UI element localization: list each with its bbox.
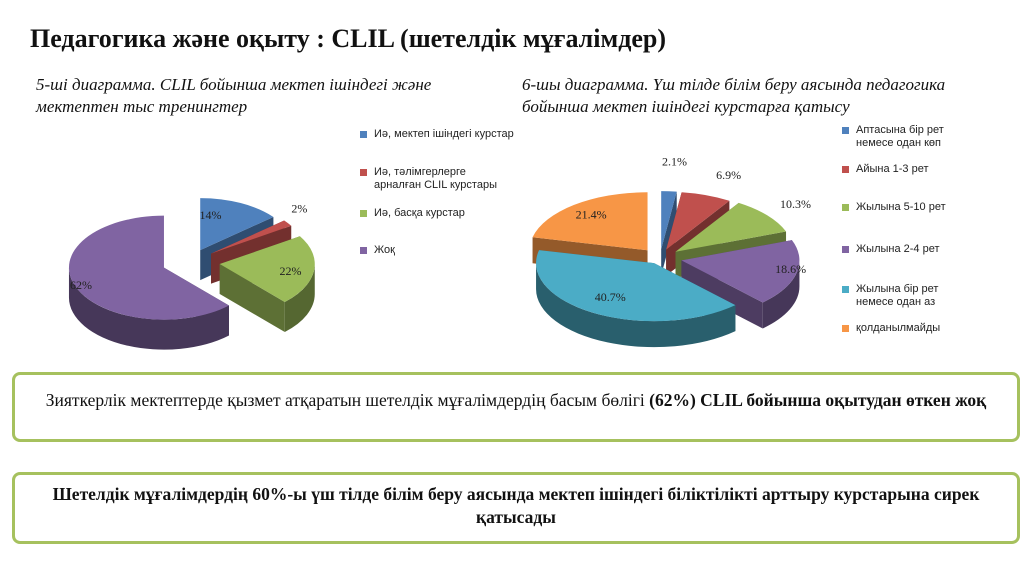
chart1-legend-item: Жоқ — [360, 244, 514, 257]
chart2-title: 6-шы диаграмма. Үш тілде білім беру аясы… — [522, 75, 946, 116]
page-title: Педагогика және оқыту : CLIL (шетелдік м… — [30, 24, 667, 53]
pie2-slice-5 — [532, 192, 648, 251]
finding-1-bold-text: (62%) CLIL бойынша оқытудан өткен жоқ — [649, 390, 987, 410]
finding-2-text: Шетелдік мұғалімдердің 60%-ы үш тілде бі… — [52, 484, 980, 527]
chart2-legend-label: Айына 1-3 рет — [856, 163, 929, 175]
chart1-legend-swatch — [360, 247, 367, 254]
pie1-rim-2 — [284, 264, 315, 332]
pie2-wall-3-1 — [681, 260, 763, 329]
chart2-legend-item: Айына 1-3 рет — [842, 163, 971, 176]
pie2-data-label-3: 18.6% — [775, 262, 806, 276]
chart2-legend-label: Жылына 2-4 рет — [856, 243, 940, 255]
chart2-legend-item: Аптасына бір рет немесе одан көп — [842, 124, 971, 150]
pie2-slice-1 — [666, 192, 730, 250]
chart1-legend-label: Иә, тәлімгерлерге арналған CLIL курстары — [374, 166, 497, 191]
pie2-data-label-5: 21.4% — [576, 208, 607, 222]
chart1-legend-swatch — [360, 210, 367, 217]
chart2-legend-item: Жылына 5-10 рет — [842, 201, 971, 214]
chart1-legend-item: Иә, тәлімгерлерге арналған CLIL курстары — [360, 166, 514, 192]
chart2-legend-swatch — [842, 286, 849, 293]
chart2-legend-label: Жылына 5-10 рет — [856, 201, 946, 213]
finding-box-2: Шетелдік мұғалімдердің 60%-ы үш тілде бі… — [12, 472, 1020, 544]
pie1-slice-0 — [200, 198, 274, 251]
pie1-wall-2-1 — [219, 264, 285, 332]
pie1-data-label-1: 2% — [291, 201, 307, 215]
chart2-legend-swatch — [842, 204, 849, 211]
finding-box-1: Зияткерлік мектептерде қызмет атқаратын … — [12, 372, 1020, 442]
pie2-data-label-4: 40.7% — [595, 290, 626, 304]
chart2-legend-label: Жылына бір рет немесе одан аз — [856, 283, 939, 308]
chart2-legend-item: Жылына 2-4 рет — [842, 243, 971, 256]
chart2-legend-item: қолданылмайды — [842, 322, 971, 335]
chart1-legend-label: Иә, мектеп ішіндегі курстар — [374, 128, 514, 140]
chart1-legend-swatch — [360, 131, 367, 138]
pie2-slice-0 — [661, 191, 677, 250]
pie1-slice-1 — [211, 220, 292, 254]
pie2-slice-4 — [536, 250, 736, 322]
pie2-slice-3 — [681, 240, 800, 303]
chart2-legend-label: қолданылмайды — [856, 322, 941, 334]
chart2-legend-swatch — [842, 246, 849, 253]
pie1-data-label-2: 22% — [279, 264, 301, 278]
pie2-wall-0-1 — [661, 191, 677, 276]
pie1-data-label-0: 14% — [199, 208, 221, 222]
pie2-rim-3 — [762, 260, 800, 329]
chart2-legend-item: Жылына бір рет немесе одан аз — [842, 283, 971, 309]
pie2-data-label-0: 2.1% — [662, 154, 687, 168]
chart1-title: 5-ші диаграмма. CLIL бойынша мектеп ішін… — [36, 75, 432, 116]
chart1-legend-item: Иә, басқа курстар — [360, 207, 514, 220]
finding-1-text: Зияткерлік мектептерде қызмет атқаратын … — [45, 390, 650, 410]
pie2-slice-2 — [675, 202, 787, 252]
chart2-legend-swatch — [842, 127, 849, 134]
pie2-data-label-2: 10.3% — [780, 197, 811, 211]
pie1-data-label-3: 62% — [70, 278, 92, 292]
chart2-legend-swatch — [842, 166, 849, 173]
chart1-legend-item: Иә, мектеп ішіндегі курстар — [360, 128, 514, 141]
chart1-legend-swatch — [360, 169, 367, 176]
chart2-legend-label: Аптасына бір рет немесе одан көп — [856, 124, 944, 149]
pie1-rim-3 — [68, 267, 229, 350]
pie1-slice-2 — [219, 236, 315, 302]
pie1-slice-3 — [68, 215, 229, 320]
chart1-legend-label: Иә, басқа курстар — [374, 207, 465, 219]
pie2-data-label-1: 6.9% — [716, 168, 741, 182]
pie2-rim-4 — [536, 263, 736, 348]
chart1-legend-label: Жоқ — [374, 244, 395, 256]
chart2-legend-swatch — [842, 325, 849, 332]
